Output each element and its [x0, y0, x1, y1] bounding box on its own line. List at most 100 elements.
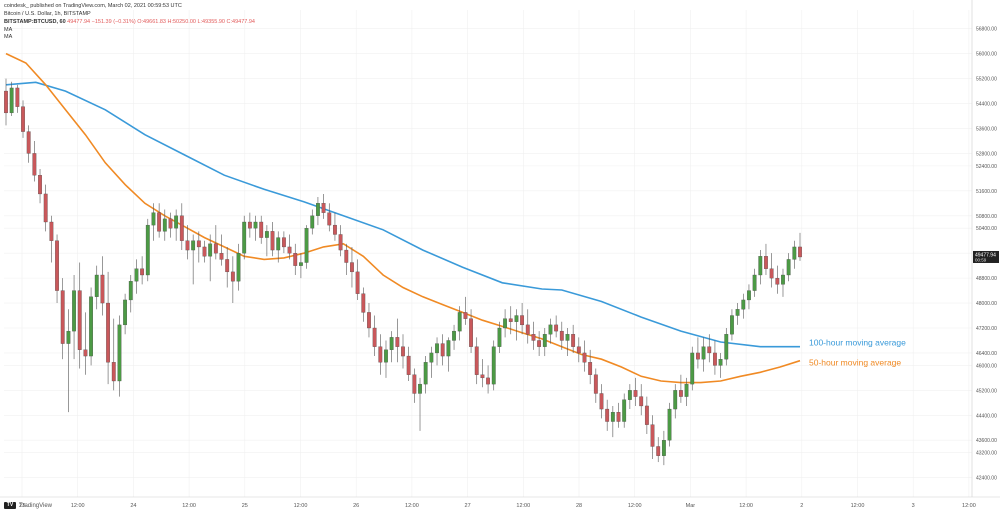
candle-body [440, 343, 445, 357]
candle-body [270, 231, 275, 251]
candle [696, 337, 700, 369]
candle [582, 340, 587, 372]
candle [548, 318, 553, 344]
candle-body [191, 240, 196, 251]
candle-body [384, 349, 388, 363]
candle [304, 225, 309, 269]
candle [179, 203, 184, 251]
candle [622, 393, 627, 428]
candle [117, 315, 122, 397]
candle [281, 231, 286, 254]
candle [446, 337, 451, 372]
candle-body [678, 390, 683, 397]
candle-body [690, 352, 695, 385]
candle-body [196, 240, 201, 248]
symbol-line: BITSTAMP:BTCUSD, 60 49477.94 −151.39 (−0… [4, 19, 255, 25]
tradingview-footer[interactable]: TV TradingView [4, 502, 52, 509]
candle-body [106, 302, 110, 363]
candle-body [38, 175, 42, 195]
candle-body [423, 362, 428, 385]
candle [678, 374, 683, 403]
candle-body [333, 224, 337, 235]
candle [531, 321, 536, 350]
y-tick-label: 46400.00 [976, 351, 997, 357]
candle-body [55, 240, 59, 291]
y-tick-label: 53600.00 [976, 126, 997, 132]
candle [718, 352, 723, 378]
candle-body [684, 383, 689, 397]
candle-body [758, 256, 763, 276]
candle-body [9, 87, 14, 114]
candle-body [520, 315, 525, 326]
candle-body [508, 318, 513, 322]
candle [752, 268, 757, 297]
candle [123, 293, 128, 335]
candle-body [610, 412, 615, 422]
candle-body [474, 346, 479, 375]
y-tick-label: 48000.00 [976, 301, 997, 307]
ma-legend-2[interactable]: MA [4, 34, 12, 40]
candle-body [792, 246, 797, 260]
y-tick-label: 48800.00 [976, 276, 997, 282]
candle-body [429, 352, 434, 363]
candle-body [775, 277, 780, 285]
candle-body [43, 193, 48, 223]
candle [299, 253, 303, 279]
candle-body [26, 131, 31, 154]
y-tick-label: 43600.00 [976, 438, 997, 444]
candle-body [395, 337, 400, 347]
y-tick-label: 44400.00 [976, 413, 997, 419]
candle-body [49, 221, 54, 241]
candle [656, 437, 661, 463]
candle-body [145, 224, 150, 276]
candle-body [355, 271, 360, 294]
chart-annotations: 100-hour moving average 50-hour moving av… [809, 337, 906, 367]
candle-body [389, 337, 394, 350]
candle-body [316, 203, 320, 216]
candle [599, 384, 604, 419]
ma-label-2: MA [4, 34, 13, 40]
y-tick-label: 43200.00 [976, 451, 997, 457]
candle [38, 169, 42, 204]
candle [168, 212, 173, 238]
candle [378, 334, 383, 375]
candle [264, 225, 269, 257]
candle-body [32, 153, 37, 176]
candle-body [372, 327, 377, 347]
candle [100, 256, 105, 316]
candle [542, 328, 547, 357]
candle [650, 415, 655, 459]
candle [361, 287, 366, 322]
chart-title: Bitcoin / U.S. Dollar, 1h, BITSTAMP [4, 11, 91, 17]
candle [684, 377, 689, 406]
ma-label-1: MA [4, 27, 13, 33]
candle-body [94, 274, 99, 297]
x-tick-label: 26 [353, 503, 359, 509]
candle [253, 215, 258, 241]
candle-body [83, 349, 88, 357]
candle-body [542, 334, 547, 347]
candle-body [713, 352, 717, 366]
y-tick-label: 42400.00 [976, 476, 997, 482]
chart-title-line: Bitcoin / U.S. Dollar, 1h, BITSTAMP [4, 11, 91, 17]
y-tick-label: 52400.00 [976, 164, 997, 170]
candle-body [219, 253, 224, 260]
candle-body [503, 318, 507, 329]
y-tick-label: 46000.00 [976, 363, 997, 369]
chart-grid [4, 10, 972, 497]
x-tick-label: 12:00 [739, 503, 753, 509]
candle-body [123, 299, 128, 326]
candle-body [304, 228, 309, 263]
candle-body [140, 268, 145, 276]
candle [469, 309, 473, 353]
candle [208, 234, 213, 282]
ma-legend-1[interactable]: MA [4, 27, 12, 33]
candle-body [77, 290, 82, 350]
candle-body [293, 253, 298, 266]
candle [724, 328, 729, 366]
candle [667, 402, 672, 447]
candle [571, 324, 576, 353]
candle [66, 309, 71, 413]
candle [4, 78, 8, 126]
candle [372, 315, 377, 357]
